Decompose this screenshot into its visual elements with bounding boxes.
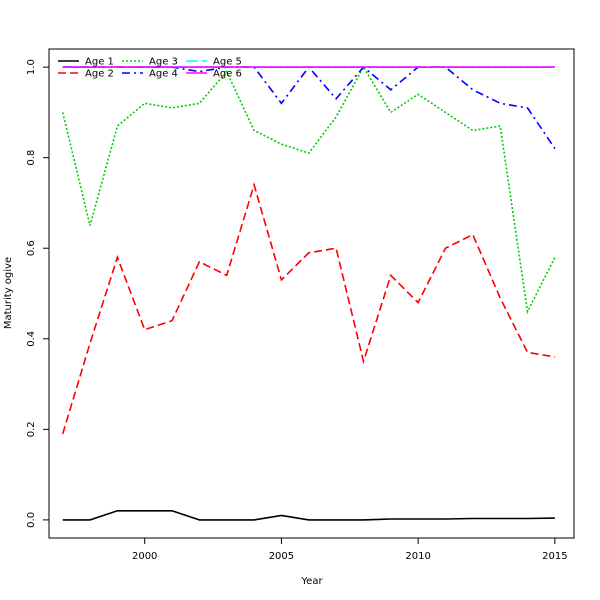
legend-label: Age 6 — [213, 69, 242, 80]
x-tick-label: 2005 — [269, 551, 294, 562]
series-line-age-2 — [61, 181, 556, 435]
y-tick-label: 0.0 — [26, 512, 37, 528]
x-axis: 2000 2005 2010 2015 — [132, 538, 568, 562]
y-axis-title: Maturity ogive — [3, 257, 14, 329]
y-axis: 0.0 0.2 0.4 0.6 0.8 1.0 — [26, 59, 49, 528]
legend-label: Age 4 — [149, 69, 178, 80]
y-tick-label: 0.6 — [26, 240, 37, 256]
y-tick-label: 1.0 — [26, 59, 37, 75]
x-tick-label: 2000 — [132, 551, 157, 562]
x-axis-title: Year — [300, 576, 323, 587]
y-tick-label: 0.8 — [26, 150, 37, 166]
series-layer — [61, 65, 556, 521]
y-tick-label: 0.4 — [26, 331, 37, 347]
plot-frame — [48, 48, 575, 539]
legend-label: Age 5 — [213, 57, 242, 68]
y-tick-label: 0.2 — [26, 421, 37, 437]
x-tick-label: 2010 — [405, 551, 430, 562]
legend-label: Age 3 — [149, 57, 178, 68]
series-line-age-1 — [62, 509, 555, 521]
series-line-age-3 — [61, 65, 556, 315]
series-line-age-4 — [62, 65, 556, 150]
legend-label: Age 2 — [85, 69, 114, 80]
x-tick-label: 2015 — [542, 551, 567, 562]
legend-label: Age 1 — [85, 57, 114, 68]
